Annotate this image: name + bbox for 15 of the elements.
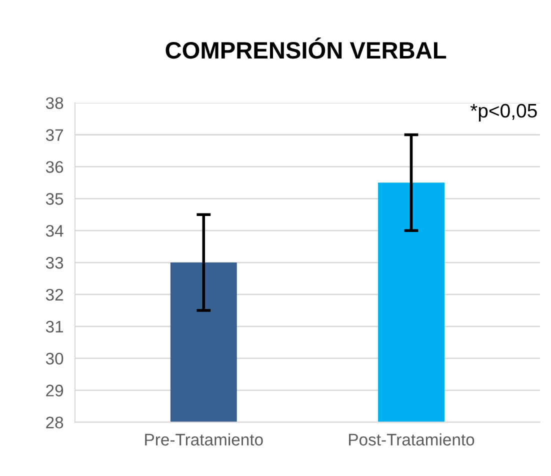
x-tick-label: Post-Tratamiento bbox=[349, 433, 474, 446]
annotation: *p<0,05 bbox=[470, 104, 537, 122]
y-tick-label: 29 bbox=[46, 384, 64, 396]
y-tick-label: 37 bbox=[46, 129, 63, 141]
y-tick-label: 38 bbox=[46, 97, 64, 110]
y-tick-label: 36 bbox=[46, 161, 64, 173]
y-tick-label: 30 bbox=[46, 352, 64, 365]
x-tick-label: Pre-Tratamiento bbox=[145, 433, 263, 446]
y-tick-label: 28 bbox=[46, 416, 64, 428]
y-tick-label: 34 bbox=[46, 224, 64, 237]
y-tick-label: 32 bbox=[46, 288, 63, 301]
y-tick-label: 31 bbox=[46, 320, 64, 333]
chart-title: COMPRENSIÓN VERBAL bbox=[166, 38, 446, 59]
y-tick-label: 35 bbox=[46, 193, 64, 205]
y-tick-label: 33 bbox=[46, 256, 64, 269]
